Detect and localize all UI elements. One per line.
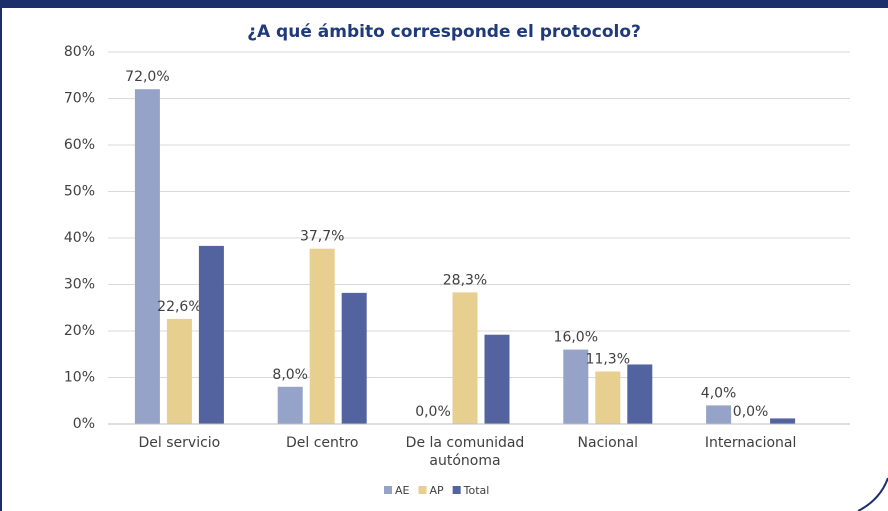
data-label: 37,7% [300, 229, 344, 245]
bar [563, 349, 589, 424]
y-tick-label: 20% [64, 323, 95, 339]
data-label: 22,6% [157, 299, 201, 315]
bar [277, 386, 303, 424]
y-tick-label: 30% [64, 277, 95, 293]
data-label: 72,0% [125, 69, 169, 85]
y-tick-label: 60% [64, 137, 95, 153]
bar [484, 334, 510, 424]
legend-label: AE [395, 484, 410, 497]
corner [857, 477, 888, 511]
bar [706, 405, 732, 424]
data-label: 4,0% [701, 385, 737, 401]
y-tick-label: 80% [64, 44, 95, 60]
bar [198, 245, 224, 424]
legend-swatch [452, 486, 461, 494]
data-label: 0,0% [415, 404, 451, 420]
x-tick-label: De la comunidad autónoma [405, 435, 525, 469]
bar [166, 318, 192, 424]
bar [134, 89, 160, 424]
top-band [0, 0, 888, 8]
bar [770, 418, 796, 424]
legend-label: AP [429, 484, 444, 497]
x-tick-label: Internacional [704, 435, 797, 451]
y-tick-label: 10% [64, 370, 95, 386]
data-label: 8,0% [272, 367, 308, 383]
legend-swatch [418, 486, 427, 494]
data-label: 28,3% [443, 272, 487, 288]
bar [627, 364, 653, 424]
bar [341, 292, 367, 424]
y-tick-label: 0% [73, 416, 95, 432]
bar [309, 248, 335, 424]
x-tick-label: Nacional [577, 435, 639, 451]
legend-swatch [384, 486, 392, 494]
bar [452, 292, 478, 424]
y-tick-label: 40% [64, 230, 95, 246]
x-tick-label: Del servicio [138, 435, 221, 451]
y-tick-label: 70% [64, 91, 95, 107]
data-label: 0,0% [733, 404, 769, 420]
y-tick-label: 50% [64, 184, 95, 200]
bar [595, 371, 621, 424]
chart-title: ¿A qué ámbito corresponde el protocolo? [247, 22, 641, 42]
x-tick-label: Del centro [285, 435, 359, 451]
data-label: 16,0% [554, 330, 598, 346]
data-label: 11,3% [586, 351, 630, 367]
legend-label: Total [463, 484, 490, 497]
